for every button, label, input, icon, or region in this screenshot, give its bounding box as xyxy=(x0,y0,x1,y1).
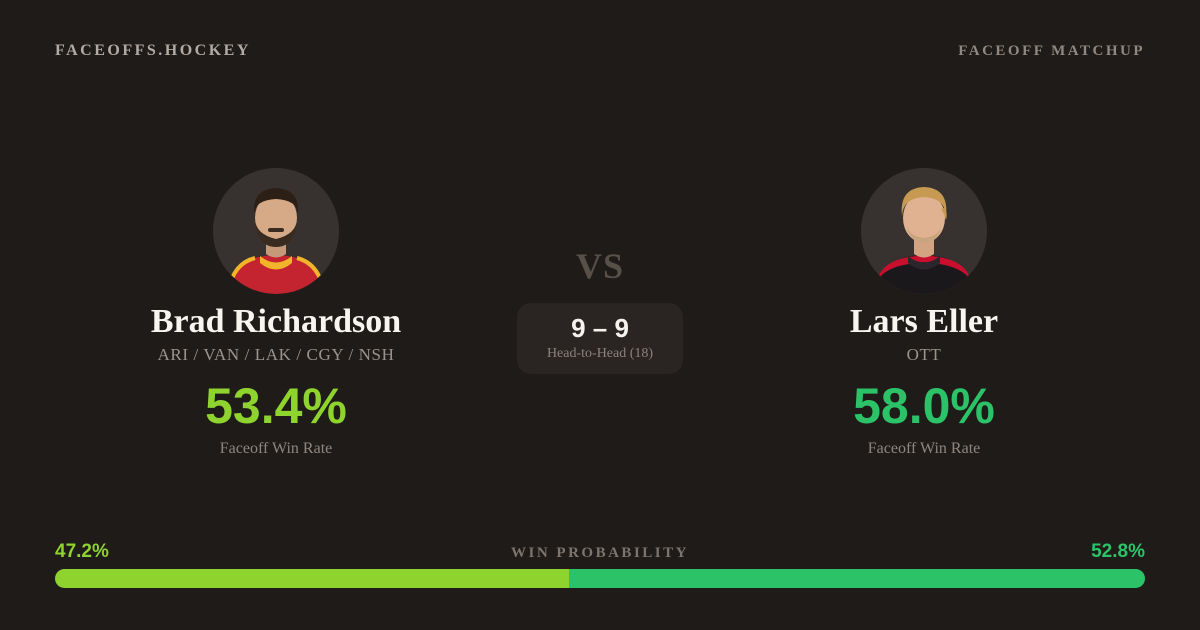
player-card-right: Lars Eller OTT 58.0% Faceoff Win Rate xyxy=(704,168,1144,458)
stat-label-right: Faceoff Win Rate xyxy=(867,440,981,458)
player-avatar-right[interactable] xyxy=(861,168,987,294)
player-name-left[interactable]: Brad Richardson xyxy=(150,303,402,340)
faceoff-win-rate-right: 58.0% xyxy=(853,378,995,435)
win-probability-title: WIN PROBABILITY xyxy=(511,545,689,561)
matchup-center: VS 9 – 9 Head-to-Head (18) xyxy=(480,248,720,374)
head-to-head-card: 9 – 9 Head-to-Head (18) xyxy=(516,303,684,374)
head-to-head-score: 9 – 9 xyxy=(571,313,629,343)
vs-label: VS xyxy=(575,246,625,286)
lars-eller-headshot-illustration xyxy=(861,168,987,294)
player-card-left: Brad Richardson ARI / VAN / LAK / CGY / … xyxy=(56,168,496,458)
win-probability-labels: 47.2% WIN PROBABILITY 52.8% xyxy=(55,541,1145,563)
win-probability-bar-right xyxy=(569,569,1145,588)
win-probability-bar xyxy=(55,569,1145,588)
stat-label-left: Faceoff Win Rate xyxy=(219,440,333,458)
win-probability-bar-left xyxy=(55,569,570,588)
brand-logo[interactable]: FACEOFFS.HOCKEY xyxy=(55,42,251,59)
player-avatar-left[interactable] xyxy=(213,168,339,294)
faceoff-win-rate-left: 53.4% xyxy=(205,378,347,435)
page-label: FACEOFF MATCHUP xyxy=(958,42,1145,59)
win-probability-left-value: 47.2% xyxy=(55,541,109,562)
player-teams-left: ARI / VAN / LAK / CGY / NSH xyxy=(157,345,395,365)
head-to-head-label: Head-to-Head (18) xyxy=(546,345,654,361)
player-name-right[interactable]: Lars Eller xyxy=(849,303,999,340)
win-probability-right-value: 52.8% xyxy=(1091,541,1145,562)
player-teams-right: OTT xyxy=(906,345,942,365)
header: FACEOFFS.HOCKEY FACEOFF MATCHUP xyxy=(55,42,1145,60)
brad-richardson-headshot-illustration xyxy=(213,168,339,294)
